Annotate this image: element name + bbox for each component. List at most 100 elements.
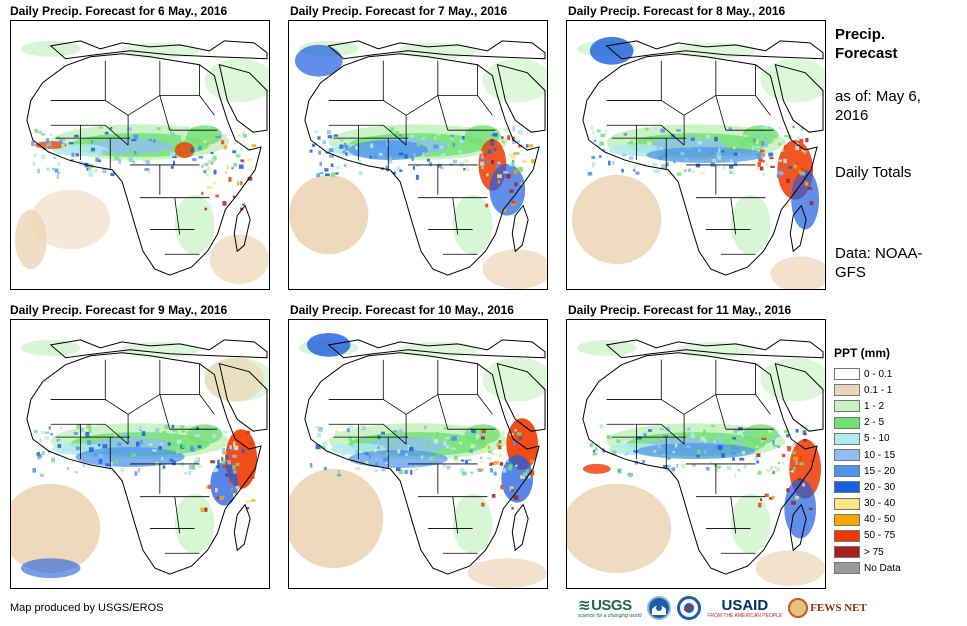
rain-cell [710, 438, 714, 443]
heavy-rain-cell [787, 448, 791, 452]
rain-cell [414, 466, 419, 472]
country-border [437, 394, 449, 430]
rain-cell [171, 424, 175, 429]
coastline [26, 352, 262, 575]
legend-swatch [834, 481, 860, 494]
rain-cell [76, 424, 81, 430]
coastline [511, 204, 529, 253]
rain-cell [222, 431, 228, 434]
rain-cell [511, 161, 515, 167]
rain-cell [613, 135, 618, 138]
rain-cell [712, 158, 716, 162]
heavy-rain-cell [770, 165, 775, 168]
rain-cell [411, 156, 415, 161]
country-border [199, 394, 215, 415]
rain-cell [608, 451, 613, 454]
rain-cell [464, 159, 469, 163]
heavy-rain-cell [222, 201, 227, 206]
heavy-rain-cell [513, 495, 519, 500]
rain-cell [743, 131, 748, 136]
rain-cell [795, 429, 799, 433]
rain-cell [323, 441, 328, 446]
rain-cell [469, 449, 473, 453]
coastline [218, 363, 268, 432]
rain-cell [665, 426, 671, 432]
heavy-rain-cell [230, 488, 234, 491]
rain-cell [514, 152, 520, 155]
rain-cell [661, 164, 667, 169]
rain-cell [133, 134, 139, 140]
heavy-rain-cell [237, 181, 240, 186]
rain-cell [647, 141, 652, 146]
coastline [496, 64, 546, 133]
coastline [774, 363, 824, 432]
rain-cell [779, 127, 782, 130]
rain-cell [718, 433, 723, 439]
precip-patch [760, 58, 825, 103]
heavy-rain-cell [756, 453, 761, 458]
heavy-rain-cell [216, 496, 219, 499]
rain-cell [93, 168, 98, 173]
rain-cell [697, 141, 703, 145]
rain-cell [67, 466, 70, 470]
rain-cell [104, 131, 109, 135]
legend-swatch [834, 400, 860, 413]
rain-cell [323, 466, 328, 471]
country-border [50, 359, 106, 400]
heavy-rain-cell [512, 136, 515, 142]
precip-patch [755, 550, 825, 586]
heavy-rain-cell [486, 173, 489, 177]
rain-cell [238, 164, 244, 169]
rain-cell [731, 169, 735, 172]
panel-title-may-6: Daily Precip. Forecast for 6 May., 2016 [10, 4, 228, 18]
rain-cell [676, 464, 679, 468]
country-border [452, 496, 459, 534]
rain-cell [221, 448, 226, 453]
rain-cell [358, 455, 362, 458]
coastline [605, 339, 824, 359]
rain-cell [357, 159, 362, 164]
coastline [304, 352, 540, 575]
precip-patch [209, 234, 269, 284]
rain-cell [194, 434, 200, 438]
coastline [233, 204, 251, 253]
rain-cell [182, 443, 187, 448]
heavy-rain-cell [520, 182, 524, 186]
country-border [50, 60, 106, 101]
heavy-rain-cell [485, 203, 489, 208]
heavy-rain-cell [513, 152, 516, 156]
rain-cell [734, 429, 739, 432]
rain-cell [492, 133, 498, 137]
rain-cell [413, 153, 416, 158]
forecast-map-may-9 [10, 319, 270, 589]
usaid-logo: USAID FROM THE AMERICAN PEOPLE [707, 598, 782, 619]
heavy-rain-cell [212, 182, 217, 185]
coastline [26, 53, 262, 276]
rain-cell [223, 134, 226, 138]
rain-cell [462, 429, 466, 433]
rain-cell [802, 430, 807, 435]
rain-cell [433, 144, 439, 149]
rain-cell [421, 154, 424, 159]
rain-cell [437, 452, 440, 457]
heavy-rain-cell [204, 149, 209, 154]
heavy-rain-cell [232, 493, 236, 498]
rain-cell [416, 163, 420, 167]
rain-cell [339, 144, 344, 149]
heavy-rain-cell [226, 164, 230, 170]
heavy-rain-cell [509, 189, 514, 193]
rain-cell [459, 468, 465, 473]
rain-cell [131, 452, 137, 457]
heavy-rain-cell [502, 140, 505, 144]
rain-cell [337, 473, 342, 477]
heavy-rain-cell [759, 149, 765, 153]
country-border [174, 496, 181, 534]
legend-label: > 75 [864, 546, 884, 558]
rain-cell [743, 134, 748, 138]
rain-cell [327, 130, 332, 135]
rain-cell [188, 464, 194, 470]
country-border [730, 496, 737, 534]
usaid-tagline: FROM THE AMERICAN PEOPLE [707, 612, 783, 619]
rain-cell [430, 456, 436, 461]
heavy-rain-cell [522, 159, 527, 164]
